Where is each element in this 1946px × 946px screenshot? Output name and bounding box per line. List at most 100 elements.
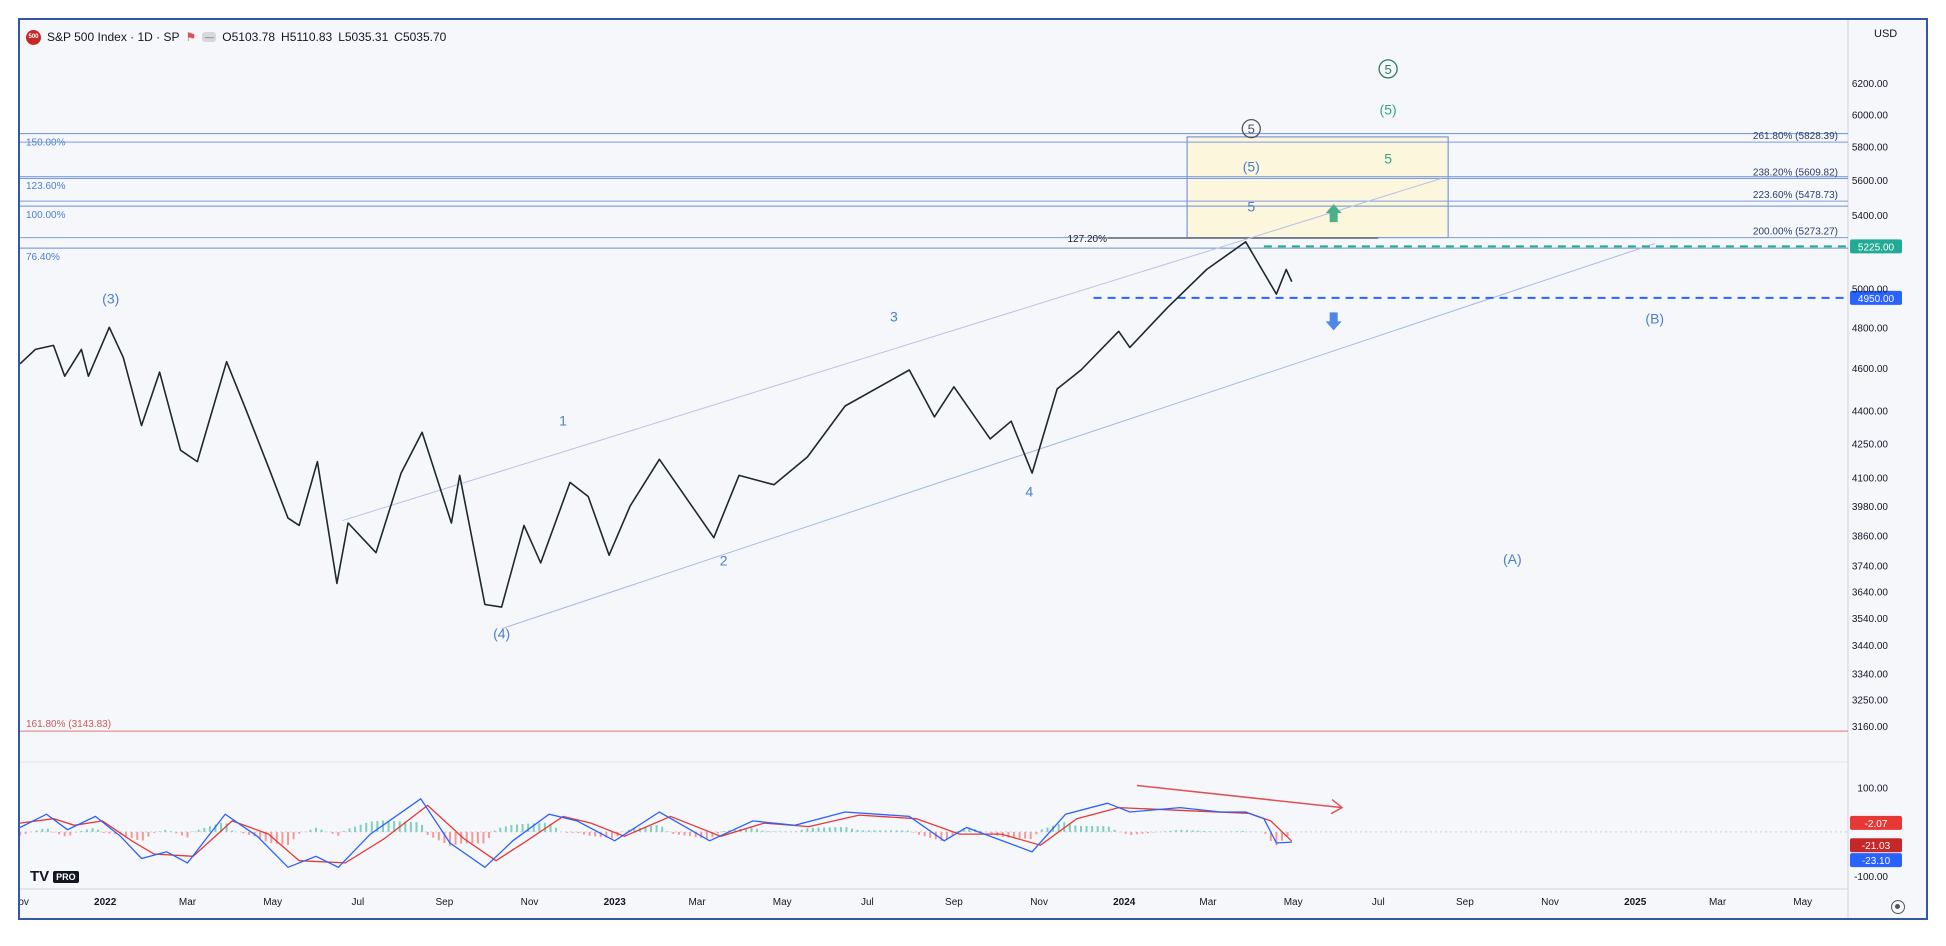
circled-wave-ring xyxy=(1378,59,1398,79)
y-tick-label: 3160.00 xyxy=(1852,722,1889,733)
y-tick-label: 5600.00 xyxy=(1852,176,1889,187)
circled-wave-label: 5 xyxy=(1384,62,1391,77)
ohlc-values: O5103.78 H5110.83 L5035.31 C5035.70 xyxy=(222,30,447,44)
y-tick-label: 4250.00 xyxy=(1852,439,1889,450)
x-tick-label: 2022 xyxy=(94,897,117,908)
wave-label: 3 xyxy=(890,308,898,324)
x-tick-label: Mar xyxy=(688,897,706,908)
x-tick-label: Sep xyxy=(435,897,453,908)
symbol-badge-icon: 500 xyxy=(26,29,41,45)
fib-extension-label: 161.80% (3143.83) xyxy=(26,719,111,730)
x-tick-label: Nov xyxy=(1541,897,1559,908)
indicator-value-tag xyxy=(1850,853,1902,868)
divergence-arrowhead-icon xyxy=(1330,799,1344,815)
price-level-tag-text: 4950.00 xyxy=(1858,294,1895,305)
y-tick-label: 4400.00 xyxy=(1852,406,1889,417)
fib-mid-label: 127.20% xyxy=(1068,234,1108,245)
y-tick-label: 5000.00 xyxy=(1852,284,1889,295)
symbol-title[interactable]: S&P 500 Index · 1D · SP xyxy=(47,30,180,44)
y-tick-label: 6200.00 xyxy=(1852,79,1889,90)
settings-icon[interactable] xyxy=(1891,900,1905,914)
x-tick-label: Mar xyxy=(1709,897,1727,908)
chart-frame: 150.00% 123.60% 100.00% 76.40% 261.80% (5828… xyxy=(18,18,1928,920)
x-tick-label: Jul xyxy=(1372,897,1385,908)
x-tick-label: Nov xyxy=(1030,897,1048,908)
wave-label: (4) xyxy=(493,625,510,641)
x-tick-label: May xyxy=(263,897,282,908)
up-arrow-icon xyxy=(1325,204,1342,223)
x-tick-label: 2025 xyxy=(1624,897,1647,908)
wave-label: (A) xyxy=(1503,551,1522,567)
fib-extension-label: 200.00% (5273.27) xyxy=(1753,227,1838,238)
y-tick-label: 3980.00 xyxy=(1852,502,1889,513)
channel-upper-line xyxy=(342,178,1442,522)
x-tick-label: Nov xyxy=(20,897,29,908)
wave-label: (B) xyxy=(1645,310,1664,326)
wave-label: 2 xyxy=(720,552,728,568)
indicator-value-text: -21.03 xyxy=(1862,841,1891,852)
x-tick-label: 2023 xyxy=(604,897,627,908)
chart-canvas[interactable]: 150.00% 123.60% 100.00% 76.40% 261.80% (5828… xyxy=(20,20,1926,918)
wave-label: 4 xyxy=(1025,484,1033,500)
x-tick-label: Sep xyxy=(945,897,963,908)
fib-extension-label: 223.60% (5478.73) xyxy=(1753,190,1838,201)
price-level-tag-text: 5225.00 xyxy=(1858,242,1895,253)
indicator-value-text: -2.07 xyxy=(1865,819,1888,830)
logo-text: TV xyxy=(30,868,50,885)
fib-extension-label: 261.80% (5828.39) xyxy=(1753,131,1838,142)
y-tick-label: 4800.00 xyxy=(1852,323,1889,334)
wave-label: 1 xyxy=(559,413,567,429)
oscillator-line xyxy=(20,797,1292,869)
collapse-icon[interactable]: — xyxy=(202,32,217,42)
price-line xyxy=(20,241,1293,608)
x-tick-label: May xyxy=(1793,897,1812,908)
target-zone-box xyxy=(1186,136,1449,239)
x-tick-label: May xyxy=(1284,897,1303,908)
x-tick-label: Jul xyxy=(351,897,364,908)
wave-label: (3) xyxy=(102,291,119,307)
down-arrow-icon xyxy=(1325,312,1342,331)
y-tick-label: 3860.00 xyxy=(1852,531,1889,542)
fib-level-label: 150.00% xyxy=(26,138,66,149)
wave-label: (5) xyxy=(1380,101,1397,117)
indicator-value-tag xyxy=(1850,815,1902,830)
y-tick-label: 4600.00 xyxy=(1852,364,1889,375)
x-tick-label: May xyxy=(773,897,792,908)
indicator-tick-label: -100.00 xyxy=(1854,872,1888,883)
y-tick-label: 5400.00 xyxy=(1852,211,1889,222)
x-tick-label: 2024 xyxy=(1113,897,1136,908)
divergence-arrow-line xyxy=(1136,784,1343,809)
y-tick-label: 5800.00 xyxy=(1852,143,1889,154)
channel-lower-line xyxy=(501,243,1655,630)
indicator-value-tag xyxy=(1850,838,1902,853)
chart-header: 500 S&P 500 Index · 1D · SP ⚑ — O5103.78… xyxy=(26,28,446,46)
currency-selector[interactable]: USD xyxy=(1874,28,1898,40)
wave-label: 5 xyxy=(1247,198,1255,214)
wave-label: (5) xyxy=(1243,159,1260,175)
flag-icon[interactable]: ⚑ xyxy=(185,30,197,44)
y-tick-label: 3250.00 xyxy=(1852,695,1889,706)
wave-label: 5 xyxy=(1384,150,1392,166)
x-tick-label: Mar xyxy=(179,897,197,908)
y-tick-label: 6000.00 xyxy=(1852,110,1889,121)
x-tick-label: Sep xyxy=(1456,897,1474,908)
indicator-value-text: -23.10 xyxy=(1862,856,1891,867)
y-tick-label: 3740.00 xyxy=(1852,561,1889,572)
price-level-tag xyxy=(1850,290,1902,305)
y-tick-label: 3440.00 xyxy=(1852,641,1889,652)
y-tick-label: 3340.00 xyxy=(1852,669,1889,680)
x-tick-label: Mar xyxy=(1199,897,1217,908)
fib-level-label: 123.60% xyxy=(26,181,66,192)
y-tick-label: 4100.00 xyxy=(1852,474,1889,485)
indicator-tick-label: 100.00 xyxy=(1857,784,1888,795)
fib-level-label: 76.40% xyxy=(26,252,60,263)
logo-badge: PRO xyxy=(53,870,79,883)
price-level-tag xyxy=(1850,239,1902,254)
circled-wave-ring xyxy=(1241,119,1261,139)
y-tick-label: 3640.00 xyxy=(1852,587,1889,598)
y-tick-label: 3540.00 xyxy=(1852,614,1889,625)
fib-level-label: 100.00% xyxy=(26,210,66,221)
x-tick-label: Jul xyxy=(861,897,874,908)
circled-wave-label: 5 xyxy=(1248,122,1255,137)
x-tick-label: Nov xyxy=(521,897,539,908)
